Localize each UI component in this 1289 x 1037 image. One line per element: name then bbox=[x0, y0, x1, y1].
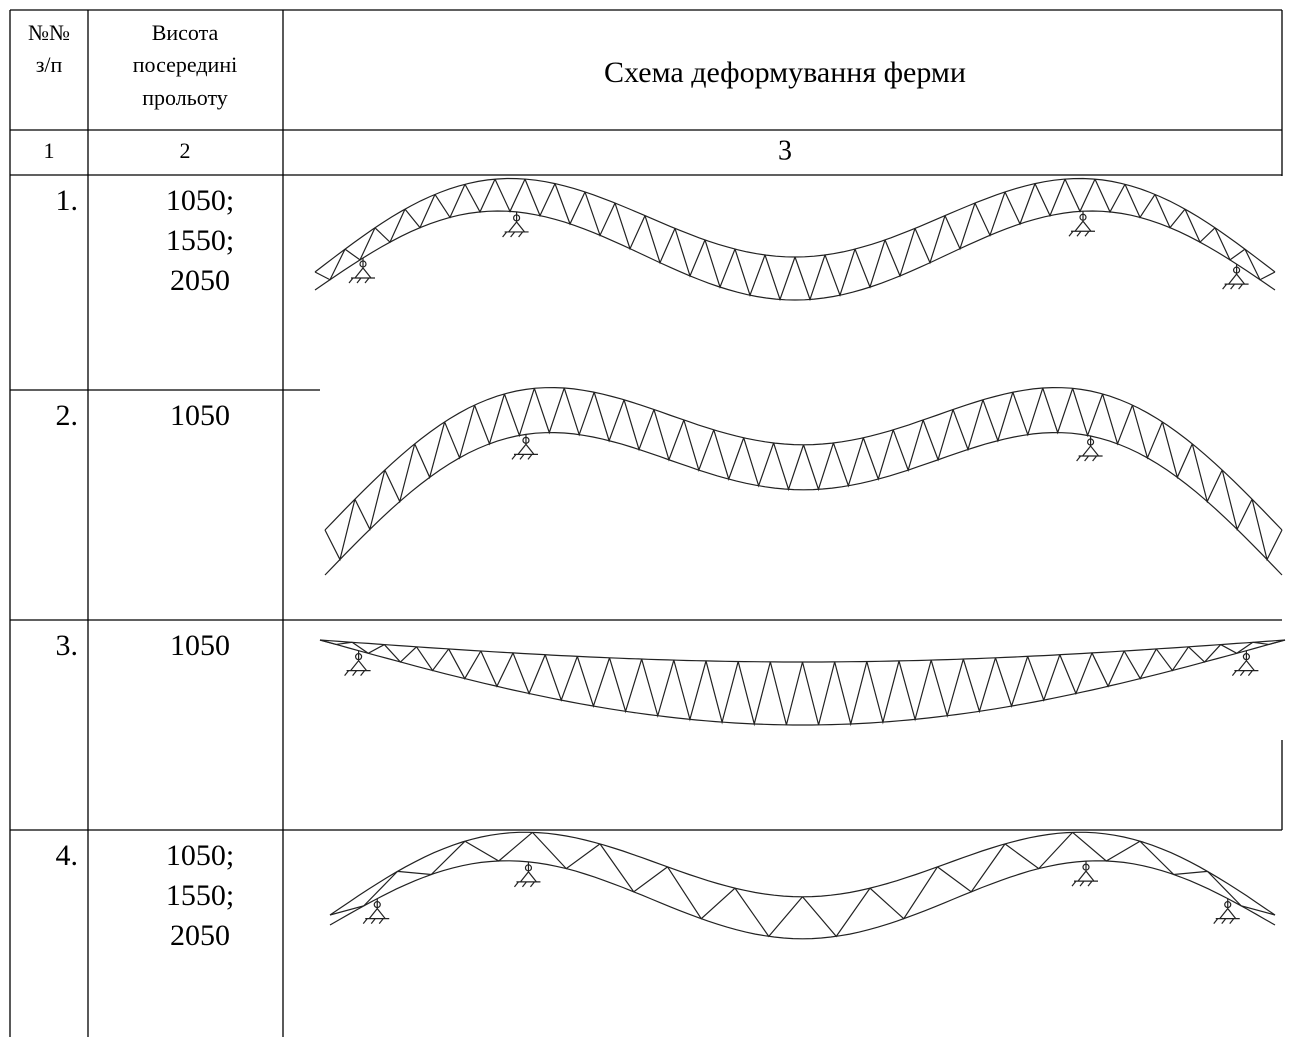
top-chord bbox=[320, 640, 1285, 662]
row-number: 3. bbox=[56, 629, 79, 662]
truss bbox=[325, 388, 1282, 575]
header-cell: з/п bbox=[36, 52, 63, 77]
web-members bbox=[325, 388, 1282, 559]
truss-drawings bbox=[315, 179, 1285, 939]
row-height: 1550; bbox=[166, 879, 234, 912]
row-number: 2. bbox=[56, 399, 79, 432]
bottom-chord bbox=[325, 433, 1282, 575]
row-height: 1050 bbox=[170, 399, 230, 432]
truss bbox=[315, 179, 1275, 301]
bottom-chord bbox=[320, 640, 1285, 725]
header-cell: прольоту bbox=[142, 85, 228, 110]
web-members bbox=[330, 832, 1275, 936]
column-number: 3 bbox=[778, 135, 792, 166]
header-cell: Схема деформування ферми bbox=[604, 56, 966, 89]
row-height: 2050 bbox=[170, 264, 230, 297]
row-number: 4. bbox=[56, 839, 79, 872]
column-number: 1 bbox=[44, 138, 55, 163]
bottom-chord bbox=[330, 861, 1275, 939]
document: №№ з/п Висота посередині прольоту Схема дефор… bbox=[0, 0, 1289, 1037]
column-number: 2 bbox=[180, 138, 191, 163]
truss bbox=[330, 832, 1275, 939]
bottom-chord bbox=[315, 211, 1275, 300]
row-height: 2050 bbox=[170, 919, 230, 952]
truss bbox=[320, 640, 1285, 725]
web-members bbox=[320, 640, 1285, 725]
header-cell: Висота bbox=[152, 20, 219, 45]
header-cell: посередині bbox=[133, 52, 237, 77]
header-cell: №№ bbox=[28, 20, 70, 45]
table-text: №№ з/п Висота посередині прольоту Схема дефор… bbox=[28, 20, 966, 952]
top-chord bbox=[325, 388, 1282, 530]
row-height: 1050; bbox=[166, 839, 234, 872]
row-number: 1. bbox=[56, 184, 79, 217]
row-height: 1550; bbox=[166, 224, 234, 257]
row-height: 1050; bbox=[166, 184, 234, 217]
row-height: 1050 bbox=[170, 629, 230, 662]
web-members bbox=[315, 179, 1275, 299]
